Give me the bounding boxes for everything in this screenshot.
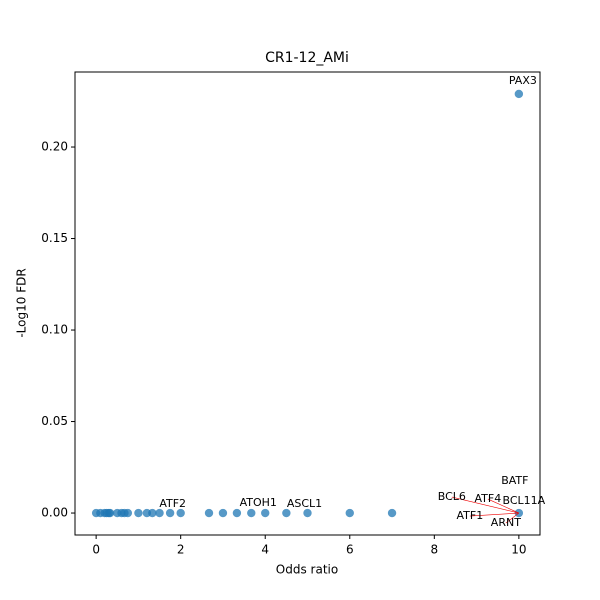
point bbox=[155, 508, 164, 518]
annotation: PAX3 bbox=[509, 74, 537, 87]
point bbox=[282, 508, 291, 518]
chart-title: CR1-12_AMi bbox=[265, 50, 349, 66]
leader-line bbox=[469, 512, 519, 517]
x-tick-label: 2 bbox=[177, 543, 185, 557]
annotation: ATF4 bbox=[475, 492, 502, 505]
point bbox=[232, 508, 242, 518]
y-tick-label: 0.05 bbox=[41, 414, 68, 428]
x-tick-label: 4 bbox=[261, 543, 269, 557]
point bbox=[105, 508, 115, 518]
point bbox=[134, 508, 143, 518]
annotation: BCL6 bbox=[438, 490, 466, 503]
annotation: BCL11A bbox=[503, 494, 546, 507]
point bbox=[247, 508, 256, 518]
x-axis-label: Odds ratio bbox=[276, 563, 338, 577]
y-tick-label: 0.00 bbox=[41, 506, 68, 520]
point bbox=[218, 508, 228, 518]
leader-line bbox=[451, 496, 519, 514]
point bbox=[123, 508, 133, 518]
point bbox=[387, 508, 397, 518]
point bbox=[165, 508, 175, 518]
leader-line bbox=[505, 512, 520, 524]
annotation: ARNT bbox=[491, 516, 521, 529]
annotation: ASCL1 bbox=[287, 497, 322, 510]
x-tick-label: 0 bbox=[92, 543, 100, 557]
leader-line bbox=[487, 498, 519, 514]
y-tick-label: 0.10 bbox=[41, 323, 68, 337]
annotation: ATOH1 bbox=[240, 496, 277, 509]
point bbox=[261, 508, 270, 518]
y-axis-label: -Log10 FDR bbox=[15, 268, 29, 337]
point bbox=[176, 508, 185, 518]
point bbox=[514, 89, 524, 99]
x-tick-label: 6 bbox=[346, 543, 354, 557]
point bbox=[345, 508, 354, 518]
x-tick-label: 8 bbox=[430, 543, 438, 557]
point bbox=[204, 508, 214, 518]
y-tick-label: 0.20 bbox=[41, 140, 68, 154]
annotation: BATF bbox=[501, 474, 528, 487]
plot-frame bbox=[74, 71, 541, 536]
x-tick-label: 10 bbox=[511, 543, 526, 557]
y-tick-label: 0.15 bbox=[41, 231, 68, 245]
point bbox=[303, 508, 312, 518]
annotation: ATF1 bbox=[457, 509, 484, 522]
point bbox=[148, 508, 157, 518]
annotation: ATF2 bbox=[159, 497, 186, 510]
